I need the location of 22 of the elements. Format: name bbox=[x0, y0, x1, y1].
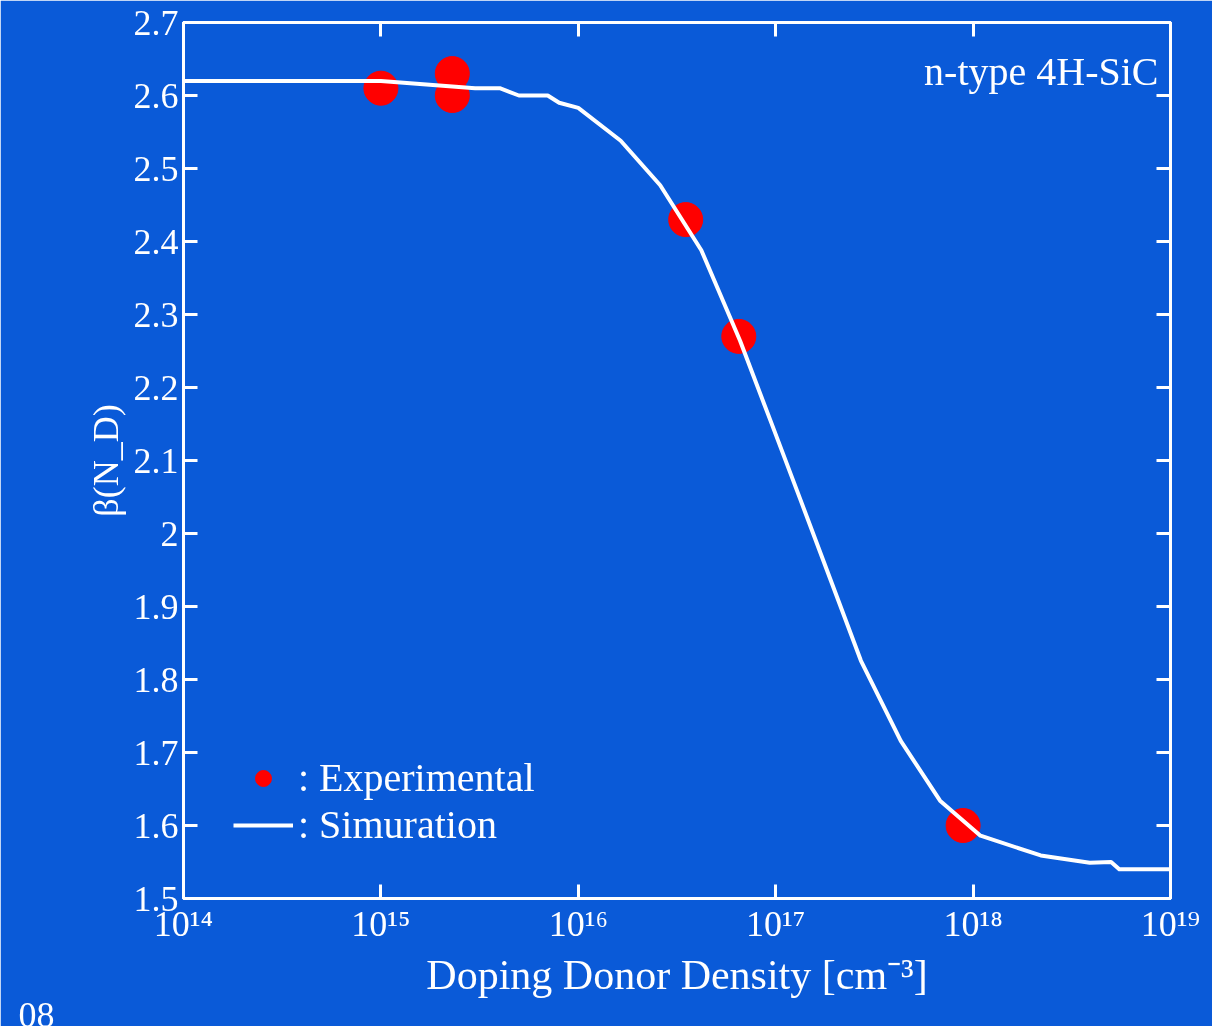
y-tick-label: 2.4 bbox=[133, 221, 179, 262]
x-axis-title: Doping Donor Density [cm⁻³] bbox=[426, 951, 928, 998]
x-tick-label: 10¹⁵ bbox=[351, 903, 411, 944]
x-tick-label: 10¹⁷ bbox=[746, 903, 806, 944]
x-tick-label: 10¹⁶ bbox=[548, 903, 608, 944]
y-tick-label: 2.7 bbox=[133, 2, 179, 43]
legend-label: : Simuration bbox=[298, 801, 497, 848]
y-tick-label: 2.2 bbox=[133, 367, 179, 408]
y-tick-label: 1.7 bbox=[133, 732, 179, 773]
y-tick-label: 2.5 bbox=[133, 148, 179, 189]
annotation: n-type 4H-SiC bbox=[924, 48, 1159, 94]
x-tick-label: 10¹⁸ bbox=[943, 903, 1003, 944]
y-tick-label: 1.9 bbox=[133, 586, 179, 627]
y-axis-title: β(N_D) bbox=[85, 404, 126, 517]
y-tick-label: 1.6 bbox=[133, 805, 179, 846]
y-tick-label: 2.6 bbox=[133, 75, 179, 116]
y-tick-label: 1.8 bbox=[133, 659, 179, 700]
y-tick-label: 2.3 bbox=[133, 294, 179, 335]
legend-label: : Experimental bbox=[298, 754, 535, 801]
x-tick-label: 10¹⁹ bbox=[1140, 903, 1201, 944]
y-tick-label: 2.1 bbox=[133, 440, 179, 481]
y-tick-label: 2 bbox=[160, 513, 179, 554]
